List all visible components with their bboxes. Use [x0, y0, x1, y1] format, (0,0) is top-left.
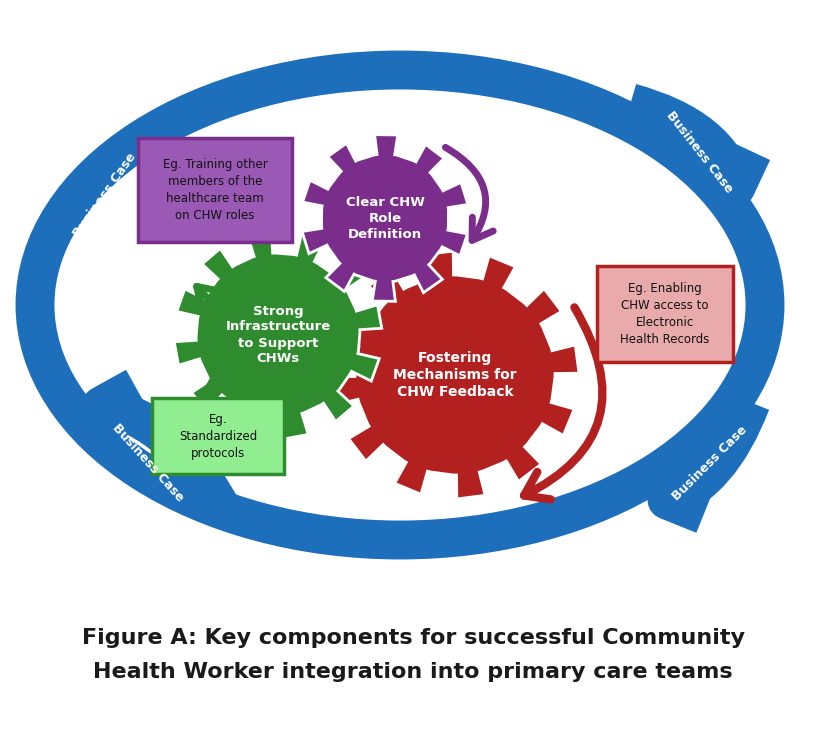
Text: Eg. Training other
members of the
healthcare team
on CHW roles: Eg. Training other members of the health… [163, 158, 268, 222]
Text: Health Worker integration into primary care teams: Health Worker integration into primary c… [93, 662, 733, 682]
Text: Figure A: Key components for successful Community: Figure A: Key components for successful … [82, 628, 744, 648]
FancyArrowPatch shape [631, 103, 752, 187]
Text: Business Case: Business Case [110, 422, 186, 505]
FancyBboxPatch shape [152, 398, 284, 474]
FancyBboxPatch shape [138, 138, 292, 242]
Polygon shape [302, 135, 468, 301]
FancyBboxPatch shape [597, 266, 733, 362]
Text: Eg.
Standardized
protocols: Eg. Standardized protocols [179, 412, 257, 460]
Text: Eg. Enabling
CHW access to
Electronic
Health Records: Eg. Enabling CHW access to Electronic He… [620, 282, 710, 346]
Text: Business Case: Business Case [71, 150, 139, 240]
Polygon shape [174, 231, 382, 439]
Polygon shape [331, 251, 579, 499]
Text: Strong
Infrastructure
to Support
CHWs: Strong Infrastructure to Support CHWs [225, 304, 330, 366]
FancyArrowPatch shape [197, 286, 223, 398]
Text: Business Case: Business Case [670, 423, 750, 503]
Text: Business Case: Business Case [664, 109, 736, 195]
FancyArrowPatch shape [445, 147, 493, 240]
FancyArrowPatch shape [667, 403, 751, 515]
Text: Clear CHW
Role
Definition: Clear CHW Role Definition [345, 195, 425, 240]
Text: Fostering
Mechanisms for
CHW Feedback: Fostering Mechanisms for CHW Feedback [393, 351, 517, 400]
FancyArrowPatch shape [524, 307, 602, 500]
FancyArrowPatch shape [101, 387, 224, 513]
